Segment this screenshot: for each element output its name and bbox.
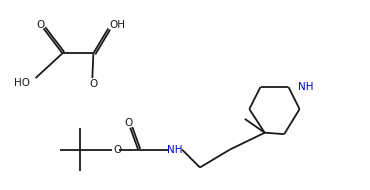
Text: OH: OH — [109, 20, 125, 29]
Text: O: O — [89, 79, 97, 89]
Text: NH: NH — [167, 145, 183, 155]
Text: O: O — [36, 20, 45, 29]
Text: NH: NH — [298, 82, 314, 92]
Text: O: O — [124, 118, 132, 128]
Text: HO: HO — [14, 78, 30, 88]
Text: O: O — [113, 145, 121, 155]
